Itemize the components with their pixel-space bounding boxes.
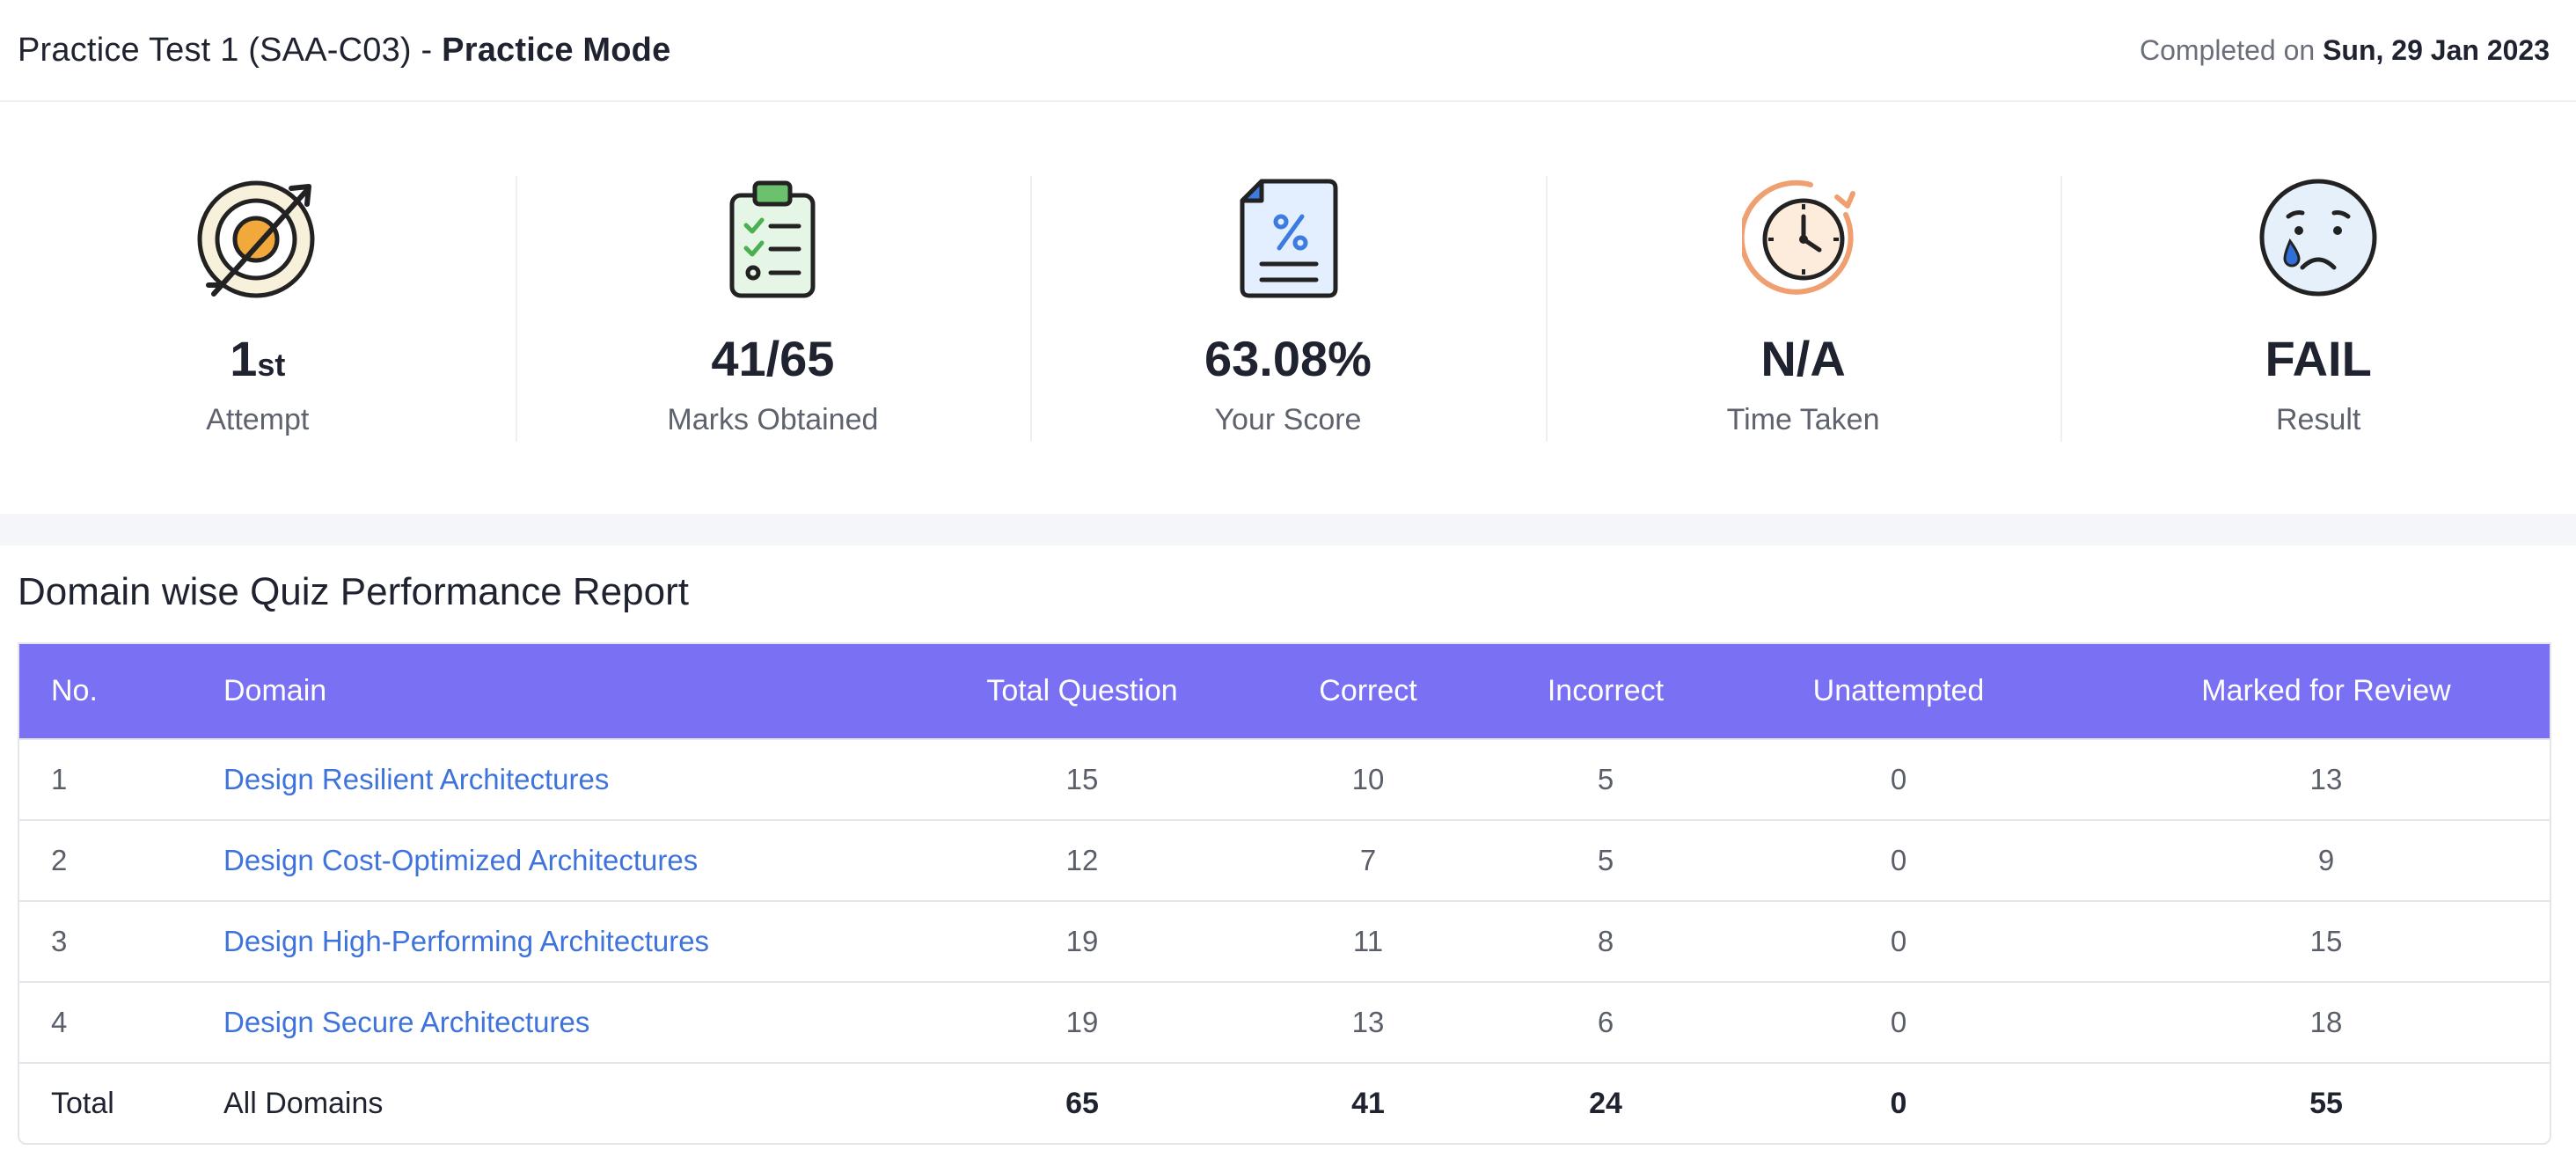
percent-document-icon: [1226, 176, 1350, 299]
attempt-suffix: st: [257, 347, 286, 383]
marked-review-cell: 15: [2099, 900, 2550, 982]
unattempted-cell: 0: [1698, 900, 2099, 982]
table-row: 3 Design High-Performing Architectures 1…: [19, 900, 2550, 982]
row-number: 4: [19, 981, 192, 1063]
page-title: Practice Test 1 (SAA-C03) - Practice Mod…: [18, 32, 670, 70]
clipboard-checklist-icon: [711, 176, 834, 299]
marks-value: 41/65: [711, 331, 835, 386]
marked-review-cell: 13: [2099, 738, 2550, 820]
crying-face-icon: [2257, 176, 2380, 299]
row-number: 2: [19, 819, 192, 901]
stats-row: 1st Attempt 41/65 Marks Obtained: [0, 104, 2576, 514]
attempt-label: Attempt: [206, 403, 310, 436]
marked-review-sum: 55: [2099, 1062, 2550, 1143]
performance-table: No. Domain Total Question Correct Incorr…: [18, 642, 2551, 1145]
correct-sum: 41: [1223, 1062, 1513, 1143]
domain-cell: Design Resilient Architectures: [192, 738, 941, 820]
unattempted-cell: 0: [1698, 981, 2099, 1063]
column-header-incorrect: Incorrect: [1547, 674, 1665, 707]
total-question-cell: 15: [941, 738, 1223, 820]
unattempted-sum: 0: [1698, 1062, 2099, 1143]
total-question-cell: 19: [941, 981, 1223, 1063]
domain-link[interactable]: Design Secure Architectures: [223, 1006, 590, 1038]
domain-link[interactable]: Design Cost-Optimized Architectures: [223, 844, 699, 876]
row-number: 3: [19, 900, 192, 982]
marks-label: Marks Obtained: [667, 403, 879, 436]
table-row: 2 Design Cost-Optimized Architectures 12…: [19, 819, 2550, 901]
total-question-cell: 19: [941, 900, 1223, 982]
incorrect-sum: 24: [1513, 1062, 1698, 1143]
attempt-value: 1st: [230, 331, 286, 386]
domain-link[interactable]: Design High-Performing Architectures: [223, 925, 710, 957]
total-question-sum: 65: [941, 1062, 1223, 1143]
domain-link[interactable]: Design Resilient Architectures: [223, 763, 610, 795]
column-header-review: Marked for Review: [2201, 674, 2451, 707]
result-label: Result: [2275, 403, 2361, 436]
table-header-row: No. Domain Total Question Correct Incorr…: [19, 644, 2550, 739]
unattempted-cell: 0: [1698, 819, 2099, 901]
table-row: 1 Design Resilient Architectures 15 10 5…: [19, 738, 2550, 820]
column-header-domain: Domain: [223, 674, 327, 707]
test-mode: Practice Mode: [442, 31, 671, 69]
section-divider: [0, 514, 2576, 546]
stat-attempt: 1st Attempt: [0, 104, 516, 514]
marked-review-cell: 9: [2099, 819, 2550, 901]
time-label: Time Taken: [1726, 403, 1880, 436]
unattempted-cell: 0: [1698, 738, 2099, 820]
domain-cell: Design Secure Architectures: [192, 981, 941, 1063]
incorrect-cell: 6: [1513, 981, 1698, 1063]
incorrect-cell: 8: [1513, 900, 1698, 982]
stat-result: FAIL Result: [2060, 104, 2576, 514]
column-header-unattempted: Unattempted: [1812, 674, 1985, 707]
completion-info: Completed on Sun, 29 Jan 2023: [2140, 34, 2550, 67]
timer-icon: [1741, 176, 1865, 299]
marked-review-cell: 18: [2099, 981, 2550, 1063]
row-number: 1: [19, 738, 192, 820]
domain-cell: Design High-Performing Architectures: [192, 900, 941, 982]
completed-date: Sun, 29 Jan 2023: [2323, 33, 2550, 66]
correct-cell: 7: [1223, 819, 1513, 901]
score-label: Your Score: [1214, 403, 1362, 436]
total-question-cell: 12: [941, 819, 1223, 901]
report-header: Practice Test 1 (SAA-C03) - Practice Mod…: [0, 0, 2576, 102]
table-total-row: Total All Domains 65 41 24 0 55: [19, 1062, 2550, 1143]
completed-prefix: Completed on: [2139, 33, 2324, 66]
incorrect-cell: 5: [1513, 819, 1698, 901]
correct-cell: 13: [1223, 981, 1513, 1063]
total-row-domain: All Domains: [192, 1062, 941, 1143]
correct-cell: 11: [1223, 900, 1513, 982]
stat-marks: 41/65 Marks Obtained: [515, 104, 1031, 514]
column-header-correct: Correct: [1319, 674, 1417, 707]
column-header-no: No.: [51, 674, 98, 707]
stat-time: N/A Time Taken: [1545, 104, 2061, 514]
column-header-total: Total Question: [986, 674, 1178, 707]
domain-cell: Design Cost-Optimized Architectures: [192, 819, 941, 901]
correct-cell: 10: [1223, 738, 1513, 820]
table-row: 4 Design Secure Architectures 19 13 6 0 …: [19, 981, 2550, 1063]
total-row-label: Total: [19, 1062, 192, 1143]
score-value: 63.08%: [1204, 331, 1372, 386]
report-title: Domain wise Quiz Performance Report: [18, 570, 689, 613]
stat-score: 63.08% Your Score: [1030, 104, 1546, 514]
time-value: N/A: [1760, 331, 1846, 386]
result-value: FAIL: [2265, 331, 2372, 386]
target-icon: [196, 176, 319, 299]
test-name: Practice Test 1 (SAA-C03) -: [18, 31, 443, 69]
incorrect-cell: 5: [1513, 738, 1698, 820]
